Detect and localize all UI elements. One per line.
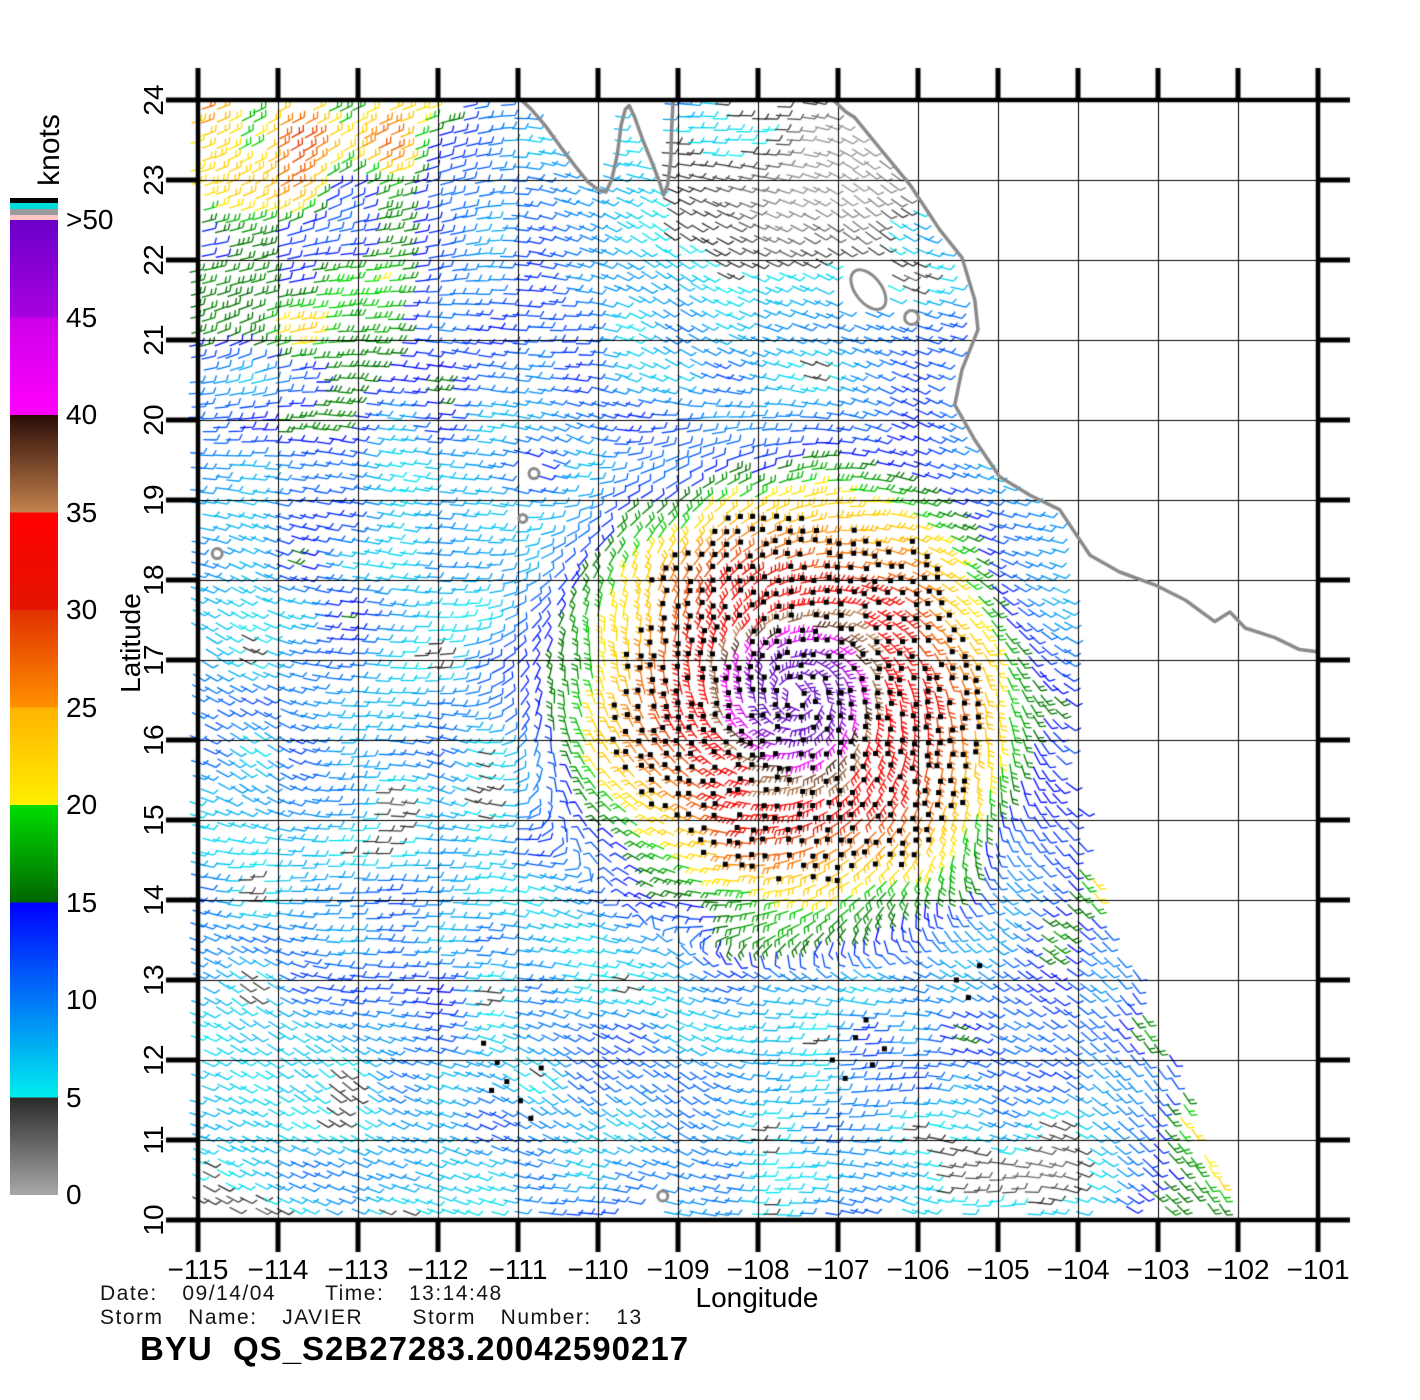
y-tick-label: 13 [138, 964, 169, 996]
x-tick-label: −110 [567, 1254, 629, 1285]
colorbar-tick-label: 0 [66, 1179, 82, 1210]
x-tick-label: −111 [488, 1254, 548, 1285]
colorbar-tick-label: 25 [66, 691, 98, 723]
y-axis-title: Latitude [115, 593, 146, 693]
y-tick-label: 21 [138, 324, 169, 356]
colorbar-tick-label: 5 [66, 1081, 82, 1113]
colorbar-tick-label: 45 [66, 301, 98, 333]
x-tick-label: −107 [806, 1254, 870, 1285]
y-tick-label: 20 [138, 404, 169, 436]
colorbar [10, 198, 58, 1195]
y-tick-label: 18 [138, 564, 169, 596]
y-tick-label: 12 [138, 1044, 169, 1076]
x-tick-label: −106 [886, 1254, 950, 1285]
x-tick-label: −115 [167, 1254, 229, 1285]
y-tick-label: 22 [138, 244, 169, 276]
y-tick-label: 19 [138, 484, 169, 516]
x-tick-label: −105 [966, 1254, 1030, 1285]
y-tick-label: 16 [138, 724, 169, 756]
y-tick-label: 23 [138, 164, 169, 196]
y-tick-label: 24 [138, 84, 169, 116]
colorbar-tick-label: >50 [66, 204, 114, 235]
date-time-caption: Date: 09/14/04 Time: 13:14:48 [100, 1282, 503, 1305]
colorbar-units-label: knots [33, 114, 66, 186]
y-tick-label: 10 [138, 1204, 169, 1236]
x-tick-label: −114 [247, 1254, 309, 1285]
colorbar-tick-label: 30 [66, 594, 98, 625]
colorbar-tick-label: 40 [66, 399, 98, 430]
colorbar-tick-label: 15 [66, 886, 98, 918]
x-tick-label: −101 [1286, 1254, 1350, 1285]
colorbar-tick-label: 35 [66, 496, 98, 528]
colorbar-tick-label: 20 [66, 789, 98, 820]
x-tick-label: −104 [1046, 1254, 1110, 1285]
y-tick-label: 11 [138, 1125, 169, 1155]
x-tick-label: −112 [407, 1254, 469, 1285]
x-tick-label: −113 [327, 1254, 389, 1285]
x-tick-label: −109 [646, 1254, 710, 1285]
y-tick-label: 14 [138, 884, 169, 916]
colorbar-tick-label: 10 [66, 984, 98, 1015]
y-tick-label: 15 [138, 804, 169, 836]
x-tick-label: −103 [1126, 1254, 1190, 1285]
x-tick-label: −102 [1206, 1254, 1270, 1285]
x-tick-label: −108 [726, 1254, 790, 1285]
storm-caption: Storm Name: JAVIER Storm Number: 13 [100, 1306, 643, 1329]
x-axis-title: Longitude [695, 1282, 819, 1313]
dataset-title: BYU QS_S2B27283.20042590217 [140, 1330, 690, 1367]
